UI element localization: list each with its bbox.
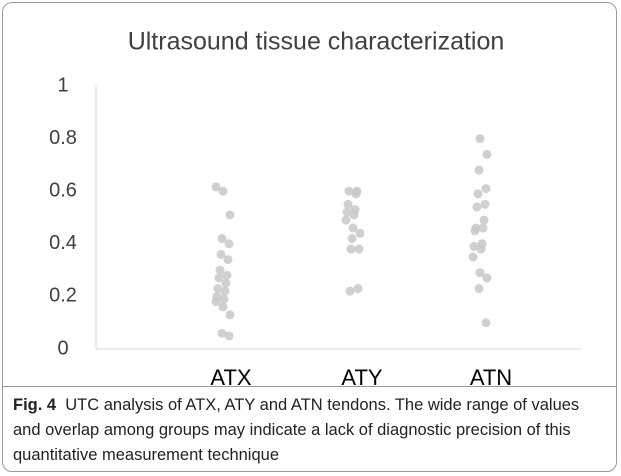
y-tick-label: 0 xyxy=(57,337,68,359)
point xyxy=(214,273,224,283)
x-tick-label: ATN xyxy=(470,365,512,386)
point xyxy=(213,284,223,294)
point xyxy=(480,199,490,209)
point xyxy=(355,228,365,238)
point xyxy=(473,189,483,199)
point xyxy=(475,134,485,144)
x-tick-label: ATX xyxy=(210,365,251,386)
point xyxy=(481,318,491,328)
point xyxy=(354,244,364,254)
point xyxy=(482,149,492,159)
point xyxy=(472,202,482,212)
point xyxy=(220,286,230,296)
point xyxy=(468,252,478,262)
point xyxy=(217,328,227,338)
point xyxy=(470,226,480,236)
point xyxy=(482,273,492,283)
point xyxy=(217,234,227,244)
caption: Fig. 4 UTC analysis of ATX, ATY and ATN … xyxy=(13,393,608,468)
y-tick-label: 0.6 xyxy=(49,179,77,201)
point xyxy=(211,297,221,307)
point xyxy=(353,284,363,294)
point xyxy=(224,239,234,249)
point xyxy=(219,294,229,304)
separator xyxy=(3,386,616,387)
point xyxy=(478,223,488,233)
point xyxy=(341,215,351,225)
point xyxy=(351,189,361,199)
point xyxy=(224,331,234,341)
caption-text: UTC analysis of ATX, ATY and ATN tendons… xyxy=(13,396,580,464)
x-tick-label: ATY xyxy=(341,365,382,386)
point xyxy=(221,278,231,288)
point xyxy=(481,184,491,194)
point xyxy=(215,265,225,275)
chart-title: Ultrasound tissue characterization xyxy=(128,28,505,56)
point xyxy=(223,255,233,265)
point xyxy=(469,241,479,251)
point xyxy=(347,234,357,244)
y-tick-label: 0.8 xyxy=(49,127,77,149)
point xyxy=(476,244,486,254)
point xyxy=(346,244,356,254)
point xyxy=(225,210,235,220)
point xyxy=(218,302,228,312)
point xyxy=(345,286,355,296)
point xyxy=(479,215,489,225)
point xyxy=(218,186,228,196)
figure: Ultrasound tissue characterization 0 0.2 0… xyxy=(2,2,617,472)
point xyxy=(343,199,353,209)
y-tick-label: 1 xyxy=(57,74,68,96)
point xyxy=(475,268,485,278)
point xyxy=(225,310,235,320)
point xyxy=(342,207,352,217)
y-tick-label: 0.4 xyxy=(49,232,77,254)
point xyxy=(474,284,484,294)
point xyxy=(474,165,484,175)
point xyxy=(348,223,358,233)
point xyxy=(349,210,359,220)
point xyxy=(344,186,354,196)
chart: Ultrasound tissue characterization 0 0.2 0… xyxy=(49,28,581,386)
point xyxy=(211,182,221,192)
point xyxy=(222,270,232,280)
y-tick-label: 0.2 xyxy=(49,285,77,307)
caption-label: Fig. 4 xyxy=(13,396,57,414)
point xyxy=(216,249,226,259)
